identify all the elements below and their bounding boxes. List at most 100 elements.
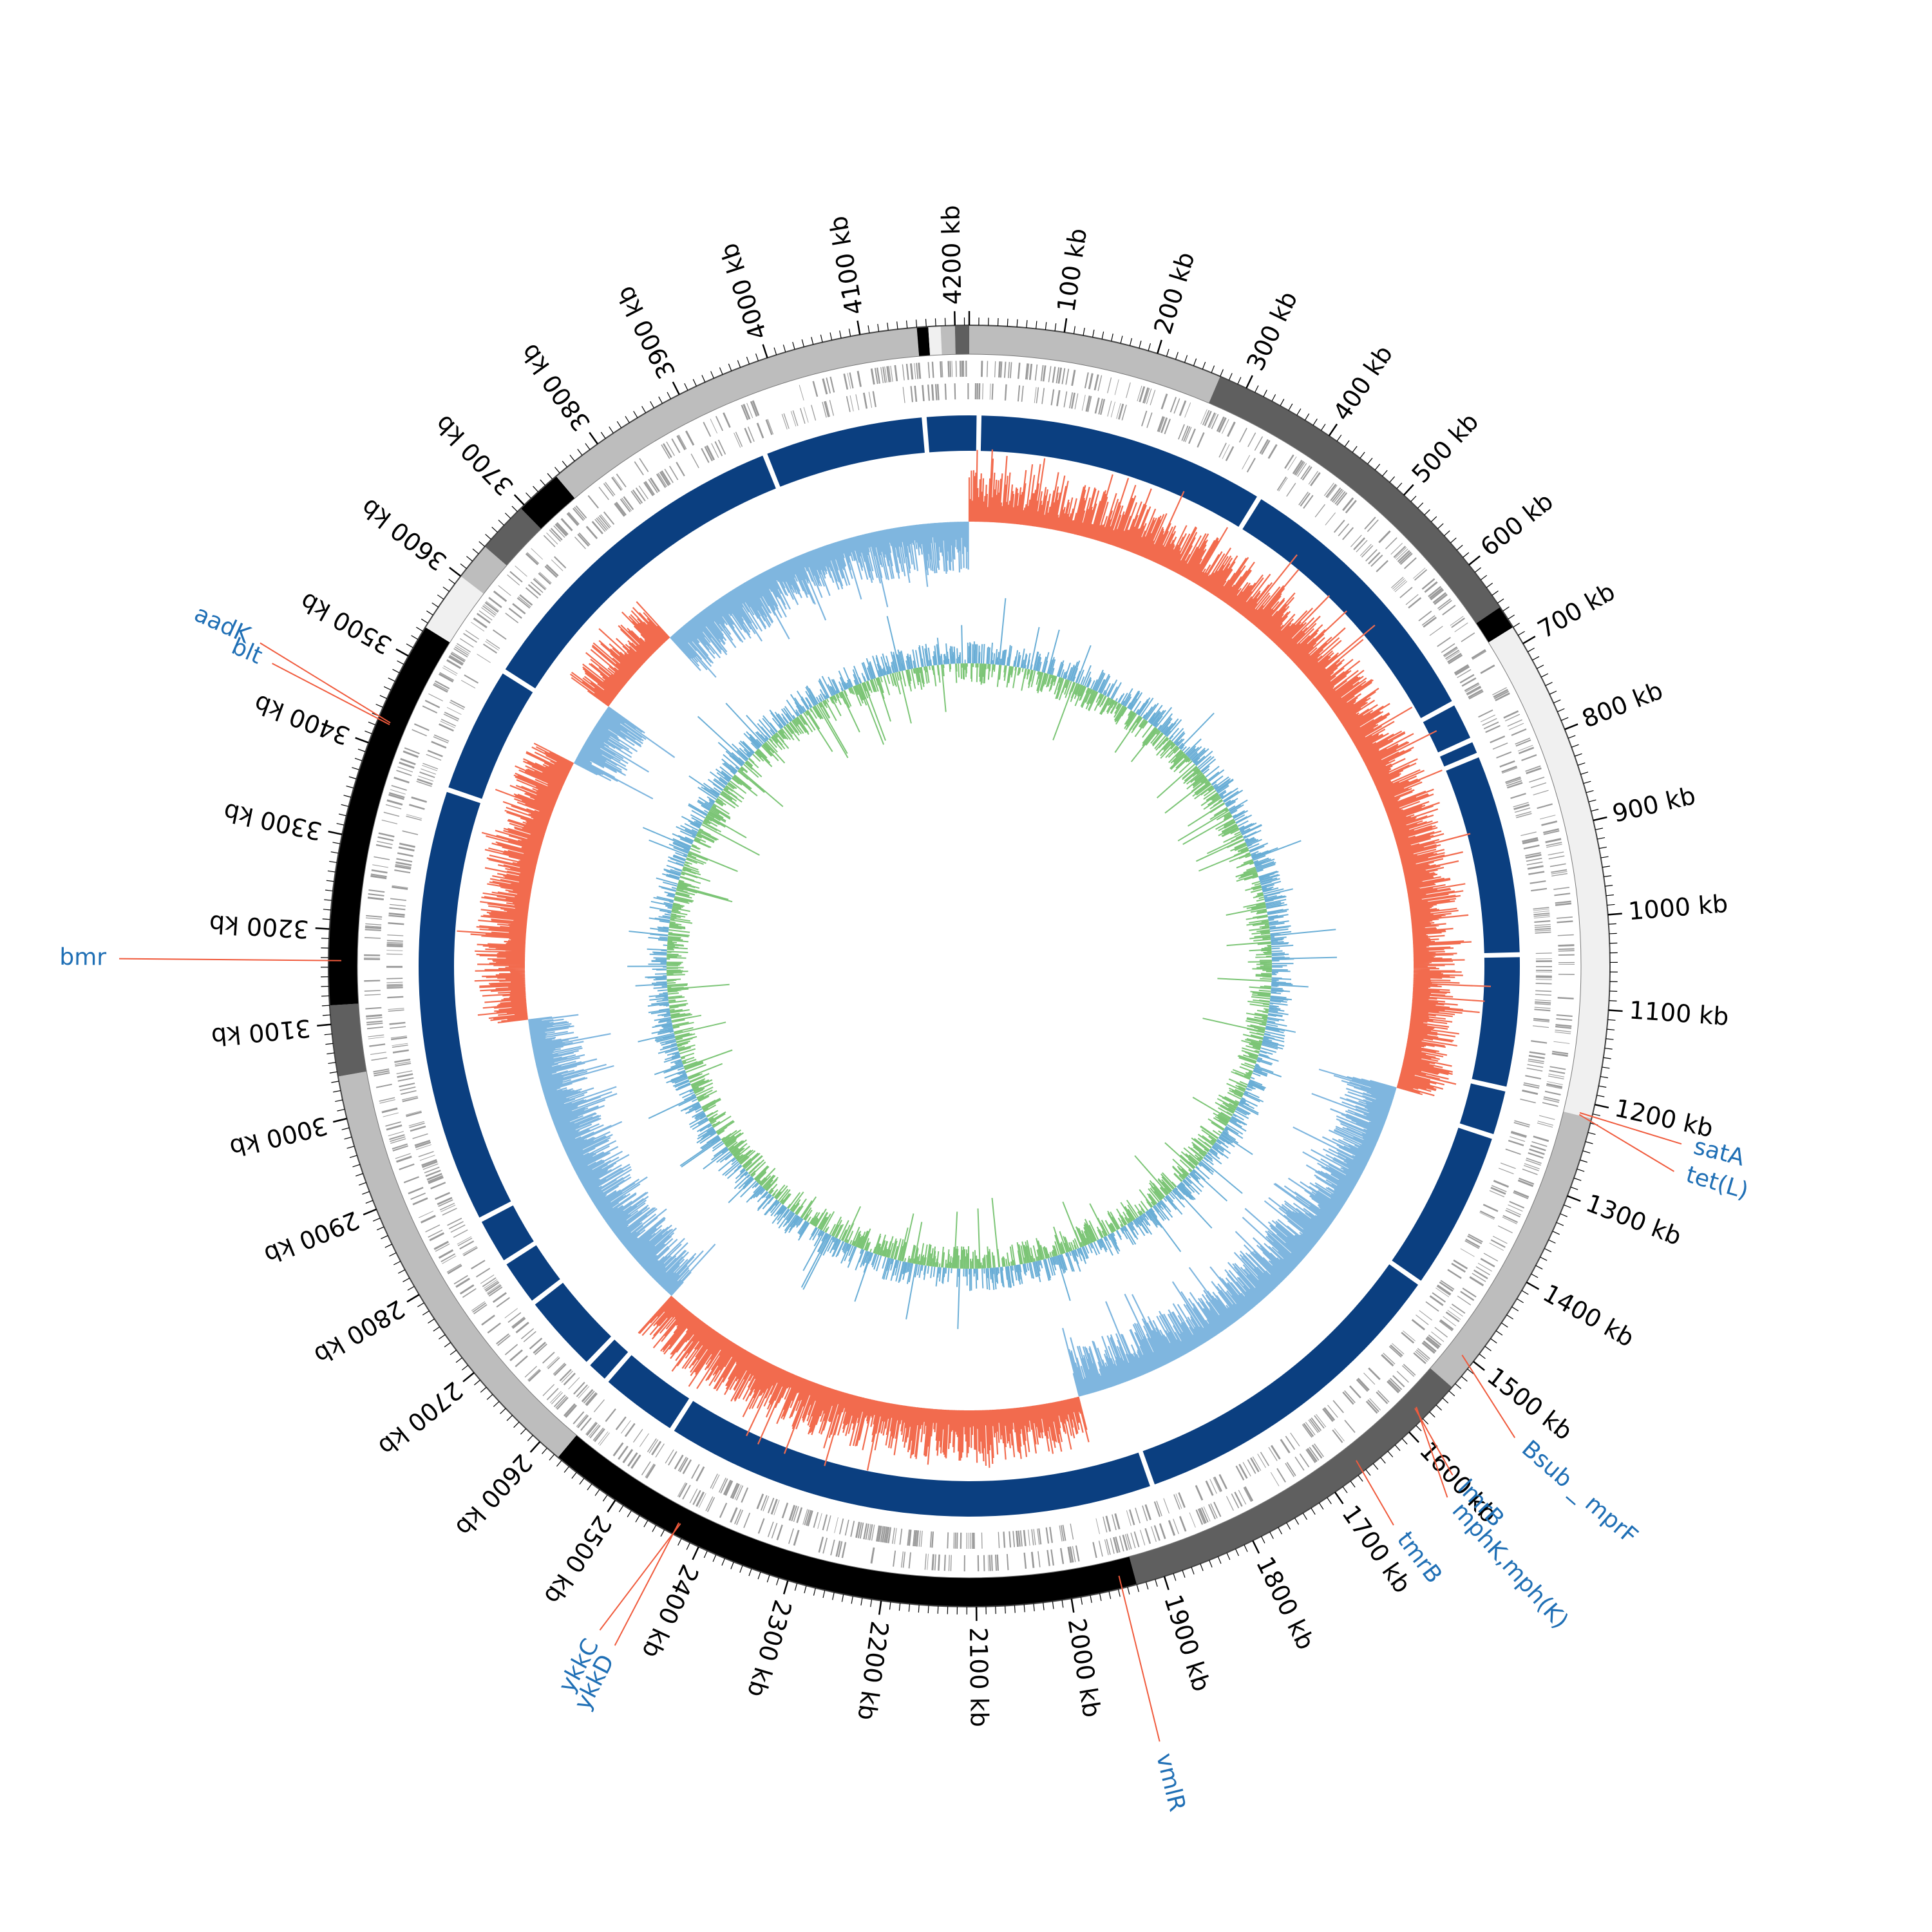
cds-feature <box>1444 648 1459 658</box>
cds-feature <box>1510 793 1526 799</box>
cds-feature <box>426 1173 442 1181</box>
cds-feature <box>496 1333 509 1345</box>
cds-feature <box>956 1532 958 1549</box>
tick-mark <box>330 851 339 854</box>
tick-mark <box>1595 1103 1609 1109</box>
cds-feature <box>1350 535 1362 547</box>
tick-label: 3700 kb <box>430 410 519 501</box>
cds-feature <box>365 926 381 929</box>
tick-mark <box>1564 1204 1571 1208</box>
cds-feature <box>399 842 415 848</box>
cds-feature <box>448 1221 464 1229</box>
cds-feature <box>837 1541 843 1558</box>
cds-feature <box>927 384 931 401</box>
cds-feature <box>1195 1509 1204 1525</box>
cds-feature <box>1497 1225 1513 1234</box>
tick-mark <box>757 1571 761 1580</box>
cds-feature <box>1303 1423 1314 1437</box>
tick-mark <box>1553 699 1561 704</box>
tick-mark <box>406 1294 420 1303</box>
cds-feature <box>1243 1487 1252 1502</box>
cds-feature <box>1323 1406 1336 1421</box>
tick-mark <box>594 1489 600 1496</box>
cds-feature <box>991 383 994 400</box>
cds-feature <box>916 363 919 379</box>
cds-feature <box>1421 1341 1435 1354</box>
cds-feature <box>811 404 817 421</box>
cds-feature <box>421 768 437 775</box>
cds-feature <box>390 1136 406 1142</box>
tick-label: 2800 kb <box>309 1294 410 1370</box>
tick-mark <box>1367 457 1373 464</box>
cds-feature <box>1555 1031 1571 1034</box>
cds-feature <box>546 1388 559 1401</box>
cds-feature <box>1314 504 1325 518</box>
cds-feature <box>412 729 427 737</box>
cds-feature <box>1285 1463 1295 1477</box>
tick-mark <box>1217 1556 1222 1564</box>
cds-feature <box>1213 1476 1222 1492</box>
cds-feature <box>773 1499 780 1515</box>
tick-label: 500 kb <box>1406 408 1484 489</box>
cds-feature <box>1257 1454 1266 1468</box>
tick-mark <box>1403 484 1414 496</box>
tick-mark <box>1237 377 1242 384</box>
cds-feature <box>1533 1025 1549 1028</box>
cds-feature <box>1126 1533 1132 1549</box>
tick-mark <box>511 506 518 512</box>
cds-feature <box>719 1502 728 1519</box>
cds-feature <box>1522 1168 1538 1175</box>
cds-feature <box>1535 983 1552 985</box>
cds-feature <box>593 1399 605 1412</box>
cds-feature <box>373 1068 390 1073</box>
cds-feature <box>822 1537 828 1554</box>
tick-mark <box>1007 318 1009 327</box>
tick-mark <box>1448 1390 1455 1397</box>
cds-feature <box>1548 1074 1565 1077</box>
cds-feature <box>1413 567 1426 579</box>
cds-feature <box>402 1097 419 1103</box>
tick-label: 200 kb <box>1148 249 1200 337</box>
cds-feature <box>450 1224 466 1233</box>
cds-feature <box>364 980 381 982</box>
cds-feature <box>1105 1515 1112 1532</box>
tick-mark <box>520 1428 527 1435</box>
cds-feature <box>1510 1136 1526 1142</box>
cds-feature <box>483 1279 498 1289</box>
tick-mark <box>498 520 505 526</box>
tick-label: 3300 kb <box>221 797 325 846</box>
cds-feature <box>1533 916 1550 918</box>
cds-feature <box>885 1526 890 1543</box>
cds-feature <box>812 381 819 397</box>
tick-mark <box>1184 355 1188 363</box>
cds-feature <box>366 1022 383 1026</box>
cds-feature <box>1501 765 1517 773</box>
cds-feature <box>465 630 479 640</box>
tick-mark <box>887 322 889 331</box>
cds-feature <box>685 430 695 446</box>
cds-feature <box>1424 581 1438 593</box>
cds-feature <box>1203 1506 1211 1522</box>
cds-feature <box>402 750 419 758</box>
tick-mark <box>315 927 330 930</box>
cds-feature <box>767 1521 774 1537</box>
cds-feature <box>1308 471 1319 485</box>
cds-feature <box>1259 439 1269 454</box>
cds-feature <box>1397 550 1410 562</box>
cds-feature <box>1314 1415 1325 1429</box>
cds-feature <box>645 1464 656 1479</box>
cds-feature <box>1292 459 1303 475</box>
cds-feature <box>931 384 934 401</box>
cds-feature <box>908 1552 911 1569</box>
cds-feature <box>1065 368 1070 385</box>
cds-feature <box>486 639 500 649</box>
tick-mark <box>710 371 714 379</box>
cds-feature <box>792 410 799 426</box>
cds-feature <box>736 1510 744 1526</box>
cds-feature <box>372 864 388 868</box>
tick-mark <box>1521 1290 1529 1295</box>
cds-feature <box>835 1540 841 1557</box>
cds-feature <box>972 1532 975 1549</box>
cds-feature <box>844 1519 849 1536</box>
cds-feature <box>998 361 1001 378</box>
